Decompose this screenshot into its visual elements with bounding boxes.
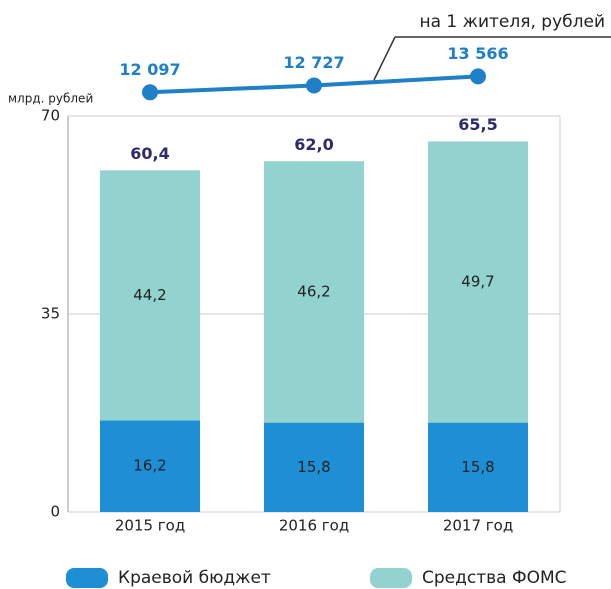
value-label: 49,7 bbox=[461, 273, 494, 291]
line-value-label: 12 727 bbox=[283, 53, 344, 72]
legend-swatch bbox=[370, 568, 412, 588]
x-tick-label: 2016 год bbox=[279, 517, 349, 535]
total-label: 60,4 bbox=[130, 144, 169, 163]
x-tick-label: 2015 год bbox=[115, 517, 185, 535]
line-point bbox=[306, 77, 322, 94]
line-point bbox=[142, 84, 158, 101]
y-tick-label: 70 bbox=[41, 107, 60, 125]
legend-swatch bbox=[66, 568, 108, 588]
annotation-leader bbox=[373, 36, 396, 81]
y-tick-label: 35 bbox=[41, 305, 60, 323]
value-label: 15,8 bbox=[461, 458, 494, 476]
y-tick-label: 0 bbox=[50, 503, 60, 521]
x-tick-label: 2017 год bbox=[443, 517, 513, 535]
legend-label: Краевой бюджет bbox=[118, 568, 271, 588]
total-label: 65,5 bbox=[458, 115, 497, 134]
value-label: 15,8 bbox=[297, 458, 330, 476]
bar-segment bbox=[100, 170, 200, 421]
line-point bbox=[470, 68, 486, 85]
line-value-label: 12 097 bbox=[119, 60, 180, 79]
value-label: 16,2 bbox=[133, 457, 166, 475]
bar-segment bbox=[428, 422, 528, 512]
bar-segment bbox=[264, 422, 364, 512]
bar-segment bbox=[264, 161, 364, 423]
legend-label: Средства ФОМС bbox=[422, 568, 567, 588]
value-label: 44,2 bbox=[133, 286, 166, 304]
y-axis-label: млрд. рублей bbox=[8, 92, 93, 106]
bar-segment bbox=[100, 420, 200, 512]
line-annotation: на 1 жителя, рублей bbox=[420, 12, 606, 32]
value-label: 46,2 bbox=[297, 282, 330, 300]
total-label: 62,0 bbox=[294, 135, 333, 154]
line-value-label: 13 566 bbox=[447, 44, 508, 63]
bar-segment bbox=[428, 141, 528, 423]
